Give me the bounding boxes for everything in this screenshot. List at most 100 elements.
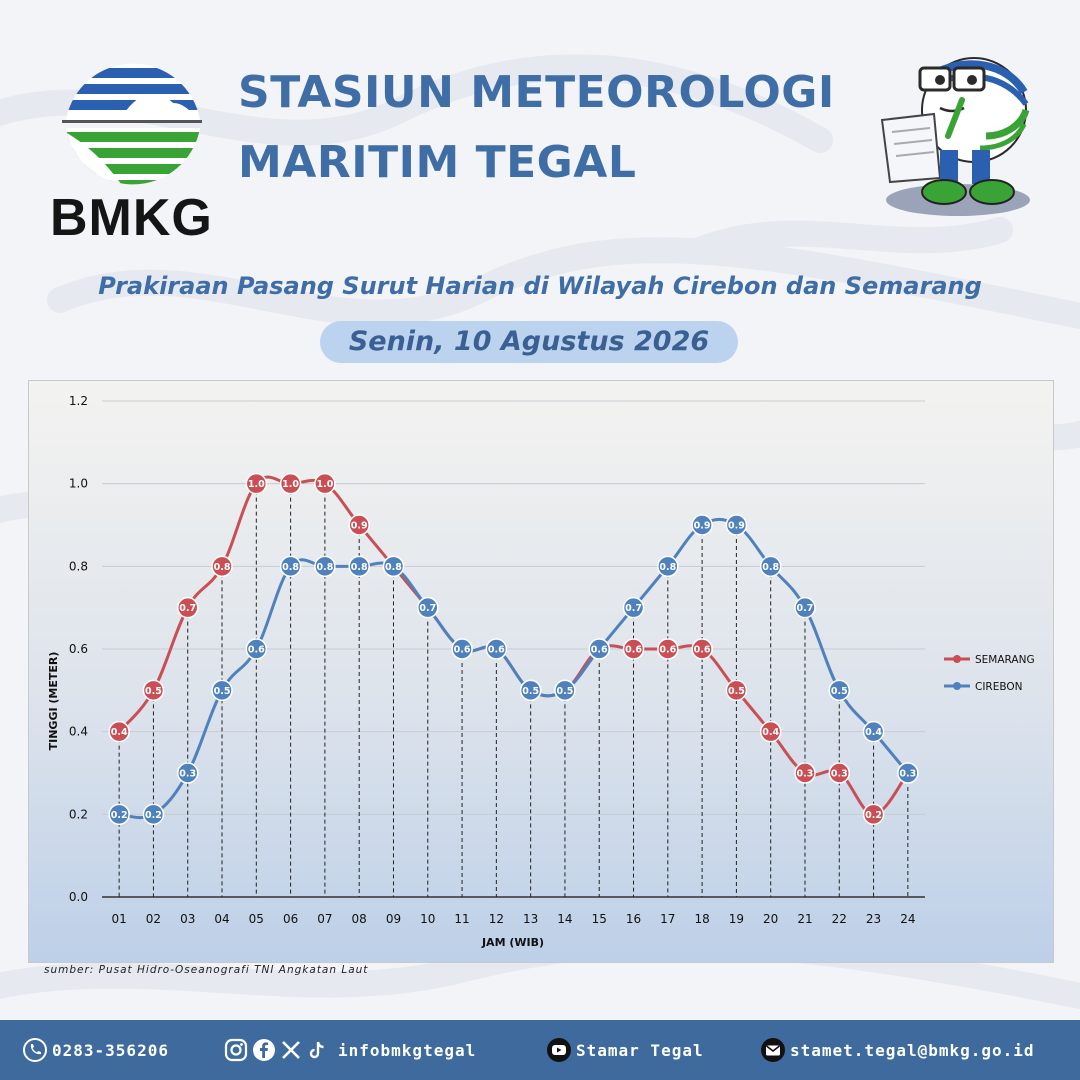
data-label-cirebon: 0.7	[625, 603, 642, 614]
data-label-cirebon: 0.7	[797, 603, 814, 614]
data-point-cirebon	[245, 638, 268, 660]
bmkg-logo	[62, 63, 202, 185]
x-tick-label: 19	[729, 912, 744, 926]
data-label-semarang: 0.6	[694, 645, 711, 656]
data-label-semarang: 0.9	[351, 521, 368, 532]
data-label-semarang: 0.5	[145, 686, 162, 697]
data-point-cirebon	[828, 679, 851, 702]
data-point-cirebon	[485, 638, 508, 660]
data-label-cirebon: 0.5	[831, 686, 848, 697]
chart-subtitle: Prakiraan Pasang Surut Harian di Wilayah…	[98, 272, 982, 300]
x-tick-label: 22	[832, 912, 847, 926]
data-point-cirebon	[211, 679, 233, 702]
data-label-semarang: 0.6	[625, 645, 642, 656]
x-tick-label: 07	[317, 912, 332, 926]
x-tick-label: 01	[112, 912, 127, 926]
x-tick-label: 17	[660, 912, 675, 926]
data-label-cirebon: 0.6	[591, 645, 608, 656]
legend-swatch-marker	[953, 682, 961, 690]
data-label-semarang: 0.4	[762, 727, 779, 738]
data-label-cirebon: 0.8	[316, 562, 333, 573]
y-tick-label: 0.2	[69, 807, 88, 821]
data-label-semarang: 0.2	[865, 810, 882, 821]
data-point-semarang	[108, 720, 130, 743]
data-point-semarang	[862, 803, 885, 826]
data-point-cirebon	[382, 555, 405, 578]
data-point-cirebon	[176, 762, 199, 784]
source-note: sumber: Pusat Hidro-Oseanografi TNI Angk…	[44, 964, 369, 976]
data-point-semarang	[725, 679, 748, 702]
data-point-cirebon	[554, 679, 576, 702]
x-tick-label: 09	[386, 912, 401, 926]
title-line-1: STASIUN METEOROLOGI	[238, 67, 835, 118]
data-label-semarang: 0.7	[179, 603, 196, 614]
x-tick-label: 12	[489, 912, 504, 926]
data-point-semarang	[828, 762, 851, 784]
instagram-icon	[224, 1038, 248, 1062]
data-label-cirebon: 0.2	[111, 810, 128, 821]
data-point-cirebon	[348, 555, 370, 578]
data-point-cirebon	[691, 514, 713, 536]
data-label-cirebon: 0.3	[899, 769, 916, 780]
data-point-cirebon	[862, 720, 885, 743]
data-label-cirebon: 0.8	[282, 562, 299, 573]
data-label-cirebon: 0.9	[728, 521, 745, 532]
y-tick-label: 0.4	[69, 725, 88, 739]
social-handle: infobmkgtegal	[338, 1040, 477, 1060]
data-label-semarang: 0.8	[214, 562, 231, 573]
data-point-semarang	[348, 514, 370, 536]
x-tick-label: 15	[592, 912, 607, 926]
x-tick-label: 18	[694, 912, 709, 926]
data-point-semarang	[314, 472, 336, 495]
data-point-semarang	[279, 472, 302, 495]
data-point-cirebon	[108, 803, 130, 826]
footer-bar: 0283-356206 infobmkgtegal Stamar Tegal	[0, 1020, 1080, 1080]
data-label-semarang: 0.5	[728, 686, 745, 697]
email-icon	[761, 1038, 785, 1062]
data-label-semarang: 1.0	[248, 479, 265, 490]
data-label-semarang: 0.3	[831, 769, 848, 780]
data-label-cirebon: 0.8	[762, 562, 779, 573]
footer-phone[interactable]: 0283-356206	[22, 1020, 169, 1080]
data-point-cirebon	[794, 596, 816, 619]
data-label-semarang: 0.6	[659, 645, 676, 656]
data-point-cirebon	[314, 555, 336, 578]
data-point-semarang	[211, 555, 233, 578]
data-point-semarang	[622, 638, 645, 660]
x-tick-label: 21	[797, 912, 812, 926]
tide-chart: 0.4 0.5 0.7 0.8 1.0 1.0 1.0 0.9 0.8 0.7 0.6 0.6 0.5 0…	[29, 381, 1053, 962]
page-title: STASIUN METEOROLOGI MARITIM TEGAL	[238, 58, 858, 198]
y-tick-label: 1.2	[69, 394, 88, 408]
x-tick-label: 24	[900, 912, 915, 926]
x-tick-label: 13	[523, 912, 538, 926]
chart-container: 0.4 0.5 0.7 0.8 1.0 1.0 1.0 0.9 0.8 0.7 0.6 0.6 0.5 0…	[28, 380, 1054, 963]
data-label-semarang: 0.4	[111, 727, 128, 738]
footer-email[interactable]: stamet.tegal@bmkg.go.id	[760, 1020, 1035, 1080]
footer-youtube[interactable]: Stamar Tegal	[546, 1020, 704, 1080]
data-point-cirebon	[519, 679, 542, 702]
data-point-cirebon	[142, 803, 165, 826]
phone-icon	[23, 1038, 47, 1062]
data-point-cirebon	[759, 555, 782, 578]
data-point-semarang	[142, 679, 165, 702]
x-icon	[282, 1041, 300, 1059]
data-point-semarang	[176, 596, 199, 619]
footer-social[interactable]: infobmkgtegal	[224, 1020, 476, 1080]
x-tick-label: 08	[352, 912, 367, 926]
title-line-2: MARITIM TEGAL	[238, 137, 637, 188]
data-label-cirebon: 0.6	[488, 645, 505, 656]
series-line-cirebon	[118, 517, 910, 820]
x-tick-label: 02	[146, 912, 161, 926]
data-point-semarang	[245, 472, 268, 495]
data-label-cirebon: 0.6	[454, 645, 471, 656]
x-tick-label: 04	[214, 912, 229, 926]
legend-label: SEMARANG	[975, 654, 1035, 666]
phone-number: 0283-356206	[52, 1040, 169, 1060]
bmkg-logo-text: BMKG	[50, 189, 213, 247]
data-label-cirebon: 0.6	[248, 645, 265, 656]
x-tick-label: 23	[866, 912, 881, 926]
data-label-cirebon: 0.8	[385, 562, 402, 573]
x-tick-label: 11	[454, 912, 469, 926]
data-point-cirebon	[588, 638, 610, 660]
data-label-cirebon: 0.9	[694, 521, 711, 532]
